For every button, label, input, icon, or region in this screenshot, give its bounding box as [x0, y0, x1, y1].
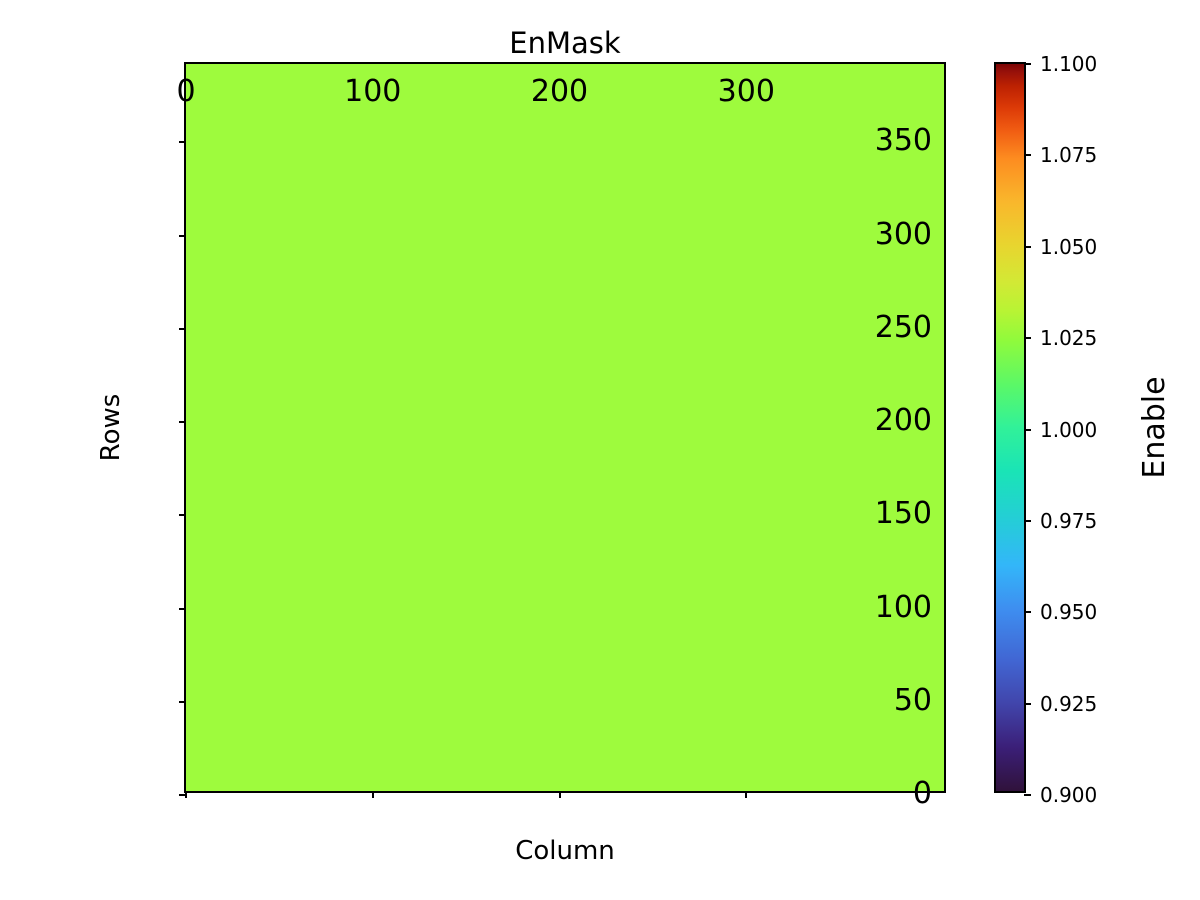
colorbar-gradient	[996, 64, 1024, 791]
y-tick-mark	[179, 327, 186, 330]
colorbar-tick-mark	[1024, 63, 1031, 65]
colorbar-tick-label: 1.075	[1040, 143, 1098, 168]
x-tick-label: 0	[176, 74, 196, 109]
x-tick-mark	[185, 791, 187, 798]
page-title: EnMask	[509, 26, 621, 60]
heatmap-image	[186, 64, 944, 791]
colorbar-tick-label: 0.975	[1040, 508, 1098, 533]
x-tick-mark	[745, 791, 748, 798]
colorbar-label: Enable	[1137, 376, 1172, 479]
y-tick-mark	[179, 234, 186, 237]
colorbar-tick-mark	[1024, 428, 1031, 431]
y-axis-label: Rows	[96, 393, 126, 462]
colorbar-tick-mark	[1024, 794, 1031, 796]
x-tick-label: 200	[530, 74, 589, 109]
y-tick-mark	[179, 141, 186, 144]
x-tick-mark	[371, 791, 374, 798]
x-tick-label: 100	[344, 74, 402, 109]
y-tick-mark	[179, 607, 186, 610]
y-tick-label: 300	[874, 216, 932, 252]
y-tick-label: 50	[893, 682, 932, 718]
colorbar-tick-label: 1.050	[1040, 234, 1098, 259]
colorbar-tick-mark	[1024, 611, 1031, 614]
colorbar-tick-mark	[1024, 245, 1031, 248]
x-axis-label: Column	[515, 836, 615, 866]
x-tick-label: 300	[717, 74, 775, 109]
colorbar-axes[interactable]: 0.900 0.925 0.950 0.975 1.000 1.025 1.050 1.075…	[994, 54, 1097, 805]
y-tick-label: 100	[874, 589, 932, 625]
y-tick-mark	[179, 421, 186, 424]
colorbar-tick-label: 0.950	[1040, 600, 1098, 625]
colorbar-tick-label: 0.925	[1040, 691, 1098, 716]
colorbar-tick-label: 1.000	[1040, 417, 1098, 442]
y-tick-mark	[179, 700, 186, 703]
y-tick-label: 350	[874, 123, 932, 159]
y-tick-mark	[179, 794, 186, 796]
colorbar-tick-mark	[1024, 519, 1031, 522]
y-tick-label: 150	[874, 496, 932, 532]
y-tick-label: 200	[874, 403, 932, 439]
colorbar-tick-mark	[1024, 154, 1031, 157]
heatmap-axes[interactable]: 0 50 100 150 200 250 300 350 0 100 200 300	[176, 62, 946, 809]
colorbar-tick-mark	[1024, 702, 1031, 705]
colorbar-tick-label: 1.100	[1040, 52, 1098, 76]
colorbar-tick-mark	[1024, 337, 1031, 340]
x-tick-mark	[558, 791, 561, 798]
y-tick-label: 250	[874, 309, 932, 345]
colorbar-tick-label: 0.900	[1040, 783, 1098, 807]
y-tick-mark	[179, 514, 186, 517]
y-tick-label: 0	[912, 776, 932, 811]
colorbar-tick-label: 1.025	[1040, 326, 1098, 351]
